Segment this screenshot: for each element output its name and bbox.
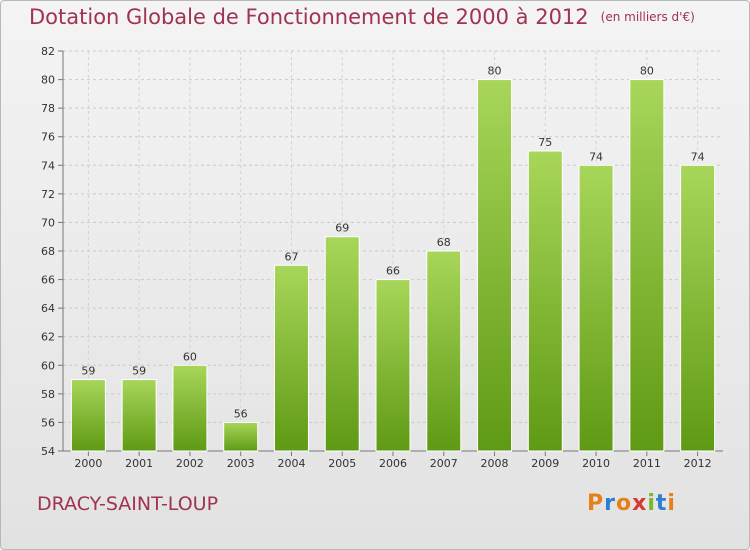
- data-label: 60: [183, 350, 197, 363]
- bar: [680, 164, 716, 452]
- x-tick-label: 2003: [227, 457, 255, 470]
- data-label: 59: [81, 365, 95, 378]
- bar-layer: [70, 79, 716, 452]
- bar: [426, 250, 462, 452]
- logo-letter: t: [655, 491, 668, 516]
- y-tick-label: 64: [41, 302, 55, 315]
- y-tick-label: 72: [41, 188, 55, 201]
- data-label: 80: [640, 65, 654, 78]
- data-label: 66: [386, 265, 400, 278]
- x-tick-label: 2008: [481, 457, 509, 470]
- data-label: 80: [488, 65, 502, 78]
- y-tick-label: 54: [41, 445, 55, 458]
- title-text: Dotation Globale de Fonctionnement de 20…: [29, 5, 589, 29]
- data-label: 68: [437, 236, 451, 249]
- x-tick-label: 2011: [633, 457, 661, 470]
- bar: [527, 150, 563, 452]
- data-label: 74: [691, 150, 705, 163]
- x-tick-label: 2007: [430, 457, 458, 470]
- bar: [324, 236, 360, 452]
- x-tick-label: 2000: [74, 457, 102, 470]
- y-tick-label: 60: [41, 359, 55, 372]
- x-tick-label: 2004: [277, 457, 305, 470]
- y-tick-label: 66: [41, 274, 55, 287]
- commune-name: DRACY-SAINT-LOUP: [37, 493, 219, 515]
- bar: [629, 79, 665, 452]
- x-tick-label: 2001: [125, 457, 153, 470]
- y-tick-label: 62: [41, 331, 55, 344]
- data-label: 69: [335, 222, 349, 235]
- data-label: 56: [234, 407, 248, 420]
- x-tick-label: 2002: [176, 457, 204, 470]
- logo-letter: i: [647, 491, 656, 516]
- bar: [477, 79, 513, 452]
- y-tick-label: 68: [41, 245, 55, 258]
- logo-letter: i: [667, 491, 676, 516]
- data-label: 67: [284, 250, 298, 263]
- x-tick-label: 2009: [531, 457, 559, 470]
- x-tick-label: 2012: [684, 457, 712, 470]
- bar: [578, 164, 614, 452]
- x-tick-label: 2010: [582, 457, 610, 470]
- logo-letter: x: [632, 491, 648, 516]
- proxiti-logo: Proxiti: [587, 491, 676, 516]
- bar: [273, 264, 309, 452]
- logo-letter: P: [587, 491, 605, 516]
- y-tick-label: 74: [41, 159, 55, 172]
- logo-letter: r: [604, 491, 616, 516]
- data-label: 59: [132, 365, 146, 378]
- y-tick-label: 76: [41, 131, 55, 144]
- y-tick-label: 78: [41, 102, 55, 115]
- bar: [223, 421, 259, 452]
- y-tick-label: 56: [41, 416, 55, 429]
- y-tick-label: 80: [41, 74, 55, 87]
- unit-note: (en milliers d'€): [600, 10, 695, 24]
- bar: [375, 279, 411, 452]
- x-tick-label: 2006: [379, 457, 407, 470]
- y-tick-label: 70: [41, 216, 55, 229]
- bar: [121, 379, 157, 452]
- y-tick-label: 82: [41, 45, 55, 58]
- data-label: 75: [538, 136, 552, 149]
- data-label: 74: [589, 150, 603, 163]
- bar: [172, 364, 208, 452]
- x-tick-label: 2005: [328, 457, 356, 470]
- label-layer: 54 56 58 60 62 64 66 68 70 72 74 76 78 80 82 59 2000 59 20…: [41, 45, 712, 470]
- y-tick-label: 58: [41, 388, 55, 401]
- logo-letter: o: [615, 491, 633, 516]
- chart-title: Dotation Globale de Fonctionnement de 20…: [29, 5, 695, 29]
- bar: [70, 379, 106, 452]
